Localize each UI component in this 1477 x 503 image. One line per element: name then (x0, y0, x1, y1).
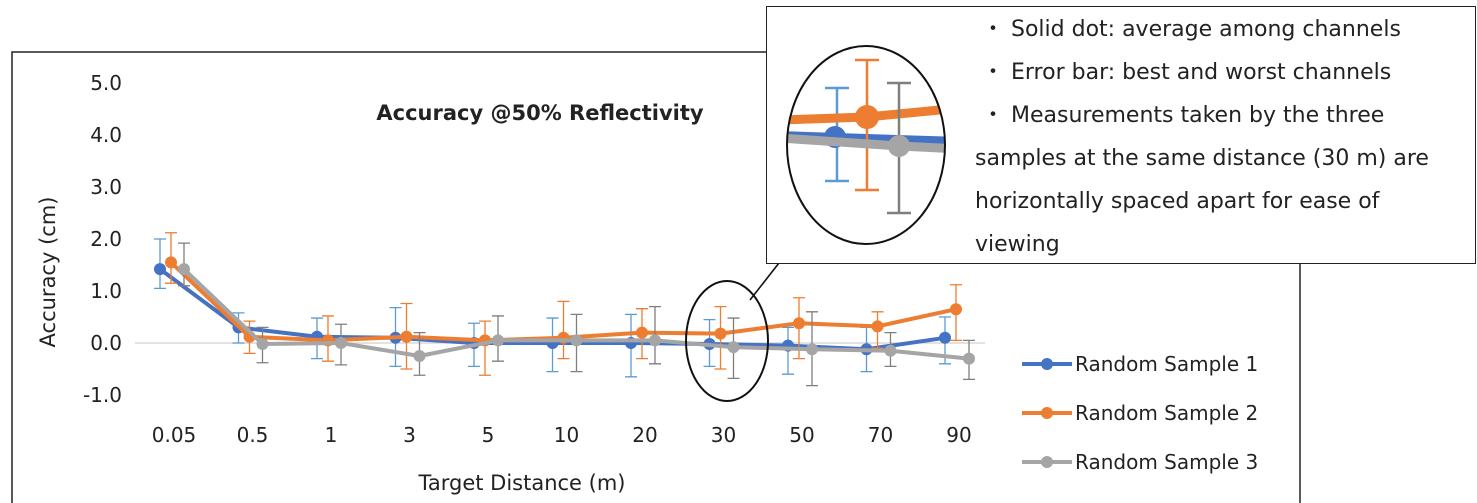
x-tick-label: 10 (554, 423, 579, 447)
legend-item-sample-2: Random Sample 2 (1022, 401, 1258, 425)
bullet-glyph: ・ (981, 17, 1004, 42)
data-point (178, 263, 190, 276)
x-tick-label: 20 (632, 423, 657, 447)
series-group (154, 232, 975, 387)
bullet-glyph: ・ (981, 60, 1004, 85)
x-axis-ticks: 0.05 0.5 1 3 5 10 20 30 50 70 90 (152, 423, 972, 447)
data-point (963, 352, 975, 365)
data-point (714, 327, 727, 340)
y-tick-label: 1.0 (90, 279, 122, 303)
legend-item-sample-1: Random Sample 1 (1022, 352, 1258, 376)
data-point (636, 326, 648, 339)
legend-swatch-marker (1041, 407, 1053, 419)
y-tick-label: 0.0 (90, 331, 122, 355)
x-tick-label: 3 (403, 423, 416, 447)
note-text: Measurements taken by the three (1011, 103, 1385, 128)
series-2 (165, 232, 962, 376)
chart-title: Accuracy @50% Reflectivity (376, 101, 703, 125)
legend: Random Sample 1 Random Sample 2 Random Sam… (1022, 352, 1258, 474)
y-tick-label: 5.0 (90, 71, 122, 95)
y-tick-label: 4.0 (90, 123, 122, 147)
x-tick-label: 70 (868, 423, 893, 447)
data-point (806, 343, 818, 356)
note-bullet-average: ・ Solid dot: average among channels (975, 8, 1465, 51)
data-point (492, 334, 504, 347)
x-tick-label: 5 (482, 423, 495, 447)
legend-label: Random Sample 1 (1075, 352, 1258, 376)
annotation-text: ・ Solid dot: average among channels ・ Erro… (975, 8, 1465, 137)
note-text-line-5: horizontally spaced apart for ease of (975, 189, 1380, 214)
series-3 (178, 242, 975, 387)
note-bullet-error-bar: ・ Error bar: best and worst channels (975, 51, 1465, 94)
y-tick-label: 3.0 (90, 175, 122, 199)
data-point (413, 350, 426, 362)
error-bar (479, 320, 491, 376)
x-tick-label: 30 (711, 423, 736, 447)
data-point (154, 263, 166, 276)
data-point (727, 341, 740, 354)
x-axis-label: Target Distance (m) (418, 471, 626, 495)
note-text: Solid dot: average among channels (1011, 17, 1401, 42)
data-point (884, 344, 897, 357)
highlight-ellipse-30m (685, 280, 769, 402)
x-tick-label: 50 (789, 423, 814, 447)
data-point (939, 331, 951, 344)
legend-swatch-marker (1041, 358, 1053, 370)
data-point (570, 334, 583, 347)
note-text: Error bar: best and worst channels (1011, 60, 1392, 85)
x-tick-label: 1 (325, 423, 338, 447)
legend-item-sample-3: Random Sample 3 (1022, 450, 1258, 474)
annotation-text-continued: samples at the same distance (30 m) are … (975, 137, 1465, 266)
x-tick-label: 90 (946, 423, 971, 447)
legend-label: Random Sample 2 (1075, 401, 1258, 425)
y-tick-label: 2.0 (90, 227, 122, 251)
y-tick-label: -1.0 (83, 383, 122, 407)
legend-swatch-marker (1041, 456, 1053, 468)
note-bullet-measurements: ・ Measurements taken by the three (975, 94, 1465, 137)
data-point (871, 320, 884, 333)
x-tick-label: 0.05 (152, 423, 197, 447)
data-point (950, 303, 962, 316)
bullet-glyph: ・ (981, 103, 1004, 128)
data-point (400, 330, 413, 343)
data-point (793, 317, 805, 330)
y-axis-ticks: 5.0 4.0 3.0 2.0 1.0 0.0 -1.0 (83, 71, 122, 407)
x-tick-label: 0.5 (237, 423, 269, 447)
data-point (165, 256, 177, 269)
note-text-line-4: samples at the same distance (30 m) are (975, 146, 1429, 171)
error-bar (557, 300, 570, 360)
y-axis-label: Accuracy (cm) (36, 197, 60, 348)
note-text-line-6: viewing (975, 232, 1060, 257)
data-point (256, 338, 269, 351)
data-point (649, 334, 661, 347)
legend-label: Random Sample 3 (1075, 450, 1258, 474)
data-point (335, 337, 347, 349)
